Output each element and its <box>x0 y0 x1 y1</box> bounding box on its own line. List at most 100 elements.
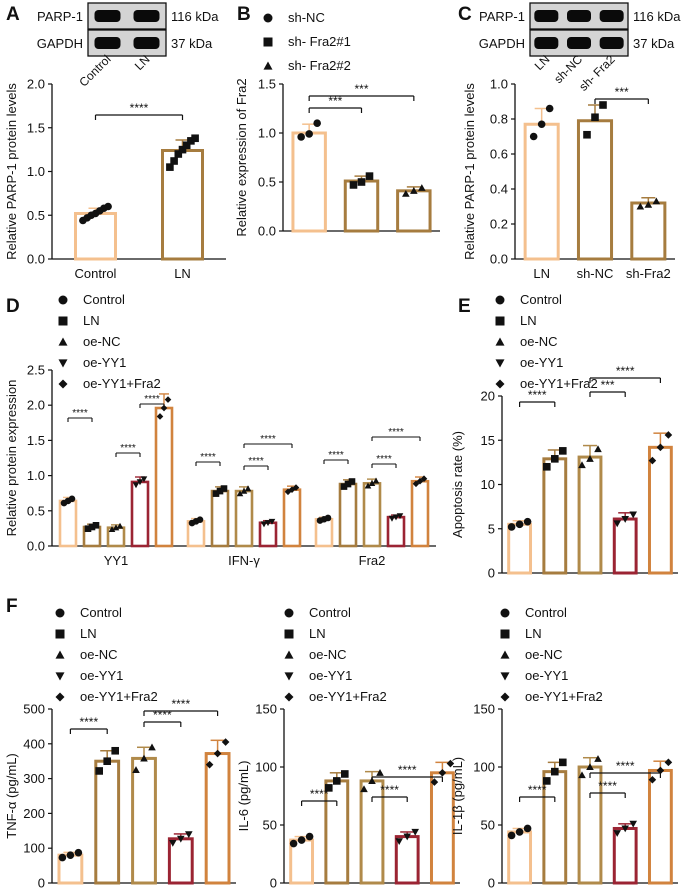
f1-legend-marker <box>55 608 65 618</box>
f2-legend-marker <box>284 608 294 618</box>
f3-legend-marker <box>500 672 510 681</box>
c-blot-band <box>534 37 559 49</box>
f3-data-point <box>578 771 586 779</box>
c-x-tick-label: LN <box>533 266 550 281</box>
f1-y-axis-label: TNF-α (pg/mL) <box>4 753 19 839</box>
c-blot-kda-label: 37 kDa <box>633 36 675 51</box>
f3-data-point <box>613 830 621 837</box>
d-data-point <box>420 475 428 482</box>
panel-label-b: B <box>237 4 251 25</box>
f2-legend-marker <box>284 629 294 639</box>
a-blot-row-label: GAPDH <box>37 36 83 51</box>
a-blot-band <box>133 10 160 22</box>
d-data-point <box>68 495 76 503</box>
f1-legend-label: oe-YY1+Fra2 <box>80 689 158 704</box>
a-y-tick-label: 2.0 <box>27 77 45 92</box>
a-y-axis-label: Relative PARP-1 protein levels <box>4 83 19 260</box>
d-x-tick-label: IFN-γ <box>228 553 260 568</box>
b-data-point <box>349 181 358 189</box>
f1-legend-label: LN <box>80 626 97 641</box>
d-legend-label: oe-YY1 <box>83 355 126 370</box>
panel-label-e: E <box>458 296 471 317</box>
f3-legend-marker <box>500 608 510 618</box>
e-data-point <box>543 463 551 471</box>
b-sig-label: *** <box>354 82 368 96</box>
d-bar <box>282 488 302 548</box>
a-y-tick-label: 1.5 <box>27 120 45 135</box>
f2-sig-label: **** <box>310 787 329 801</box>
f3-legend-label: oe-NC <box>525 647 563 662</box>
f2-sig-label: **** <box>380 783 399 797</box>
d-data-point <box>216 487 224 495</box>
f3-legend-marker <box>500 650 510 659</box>
f2-legend-label: oe-NC <box>309 647 347 662</box>
c-y-tick-label: 1.0 <box>490 77 508 92</box>
f3-data-point <box>629 820 637 828</box>
f3-legend-label: oe-YY1 <box>525 668 568 683</box>
b-legend-marker <box>263 61 273 70</box>
d-y-tick-label: 0.5 <box>27 503 45 518</box>
e-data-point <box>594 445 602 453</box>
d-legend-label: oe-YY1+Fra2 <box>83 376 161 391</box>
a-blot-band <box>133 37 160 49</box>
a-x-tick-label: LN <box>174 266 191 281</box>
f3-data-point <box>648 775 657 784</box>
a-data-point <box>170 157 178 165</box>
d-sig-label: **** <box>120 443 136 454</box>
a-blot-kda-label: 116 kDa <box>171 9 219 24</box>
d-bar <box>154 406 174 548</box>
e-data-point <box>523 517 532 526</box>
d-sig-label: **** <box>144 394 160 405</box>
f3-y-tick-label: 0 <box>488 876 495 889</box>
f3-legend-label: oe-YY1+Fra2 <box>525 689 603 704</box>
d-data-point <box>372 477 380 484</box>
d-data-point <box>156 413 164 420</box>
a-data-point <box>166 163 174 171</box>
d-data-point <box>324 514 332 522</box>
f1-data-point <box>103 757 111 765</box>
e-legend-marker <box>495 337 505 346</box>
f2-data-point <box>325 784 333 792</box>
f2-data-point <box>376 769 384 776</box>
f1-legend-marker <box>55 672 65 681</box>
f1-data-point <box>169 839 177 847</box>
f3-data-point <box>523 824 532 833</box>
e-y-tick-label: 5 <box>488 521 495 536</box>
f3-bar <box>647 768 673 885</box>
a-blot-band <box>94 10 121 22</box>
e-legend-label: oe-YY1+Fra2 <box>520 376 598 391</box>
f1-legend-marker <box>55 650 65 659</box>
f1-sig-label: **** <box>79 715 98 729</box>
b-legend-label: sh-NC <box>288 10 325 25</box>
c-y-tick-label: 0.6 <box>490 147 508 162</box>
c-blot-kda-label: 116 kDa <box>633 9 681 24</box>
d-data-point <box>136 479 144 486</box>
d-data-point <box>396 513 404 520</box>
d-legend-label: oe-NC <box>83 334 121 349</box>
a-data-point <box>191 134 199 143</box>
c-blot-lane-label: sh- Fra2 <box>576 52 618 94</box>
c-y-tick-label: 0.0 <box>490 252 508 267</box>
d-legend-label: LN <box>83 313 100 328</box>
e-legend-marker <box>495 316 505 326</box>
e-bar <box>647 445 673 575</box>
d-data-point <box>344 480 352 488</box>
e-data-point <box>648 456 657 465</box>
d-bar <box>234 489 254 548</box>
c-data-point <box>652 197 661 205</box>
panel-label-d: D <box>6 296 20 317</box>
d-y-tick-label: 1.5 <box>27 433 45 448</box>
d-data-point <box>88 523 96 531</box>
b-legend-label: sh- Fra2#1 <box>288 34 351 49</box>
e-bar <box>577 455 603 575</box>
d-sig-label: **** <box>72 408 88 419</box>
f3-legend-label: LN <box>525 626 542 641</box>
f2-data-point <box>446 759 455 768</box>
d-data-point <box>292 484 300 491</box>
f1-data-point <box>74 848 83 857</box>
d-bar <box>258 521 278 548</box>
e-data-point <box>507 523 516 531</box>
f1-data-point <box>148 743 156 751</box>
b-legend-marker <box>263 37 273 47</box>
